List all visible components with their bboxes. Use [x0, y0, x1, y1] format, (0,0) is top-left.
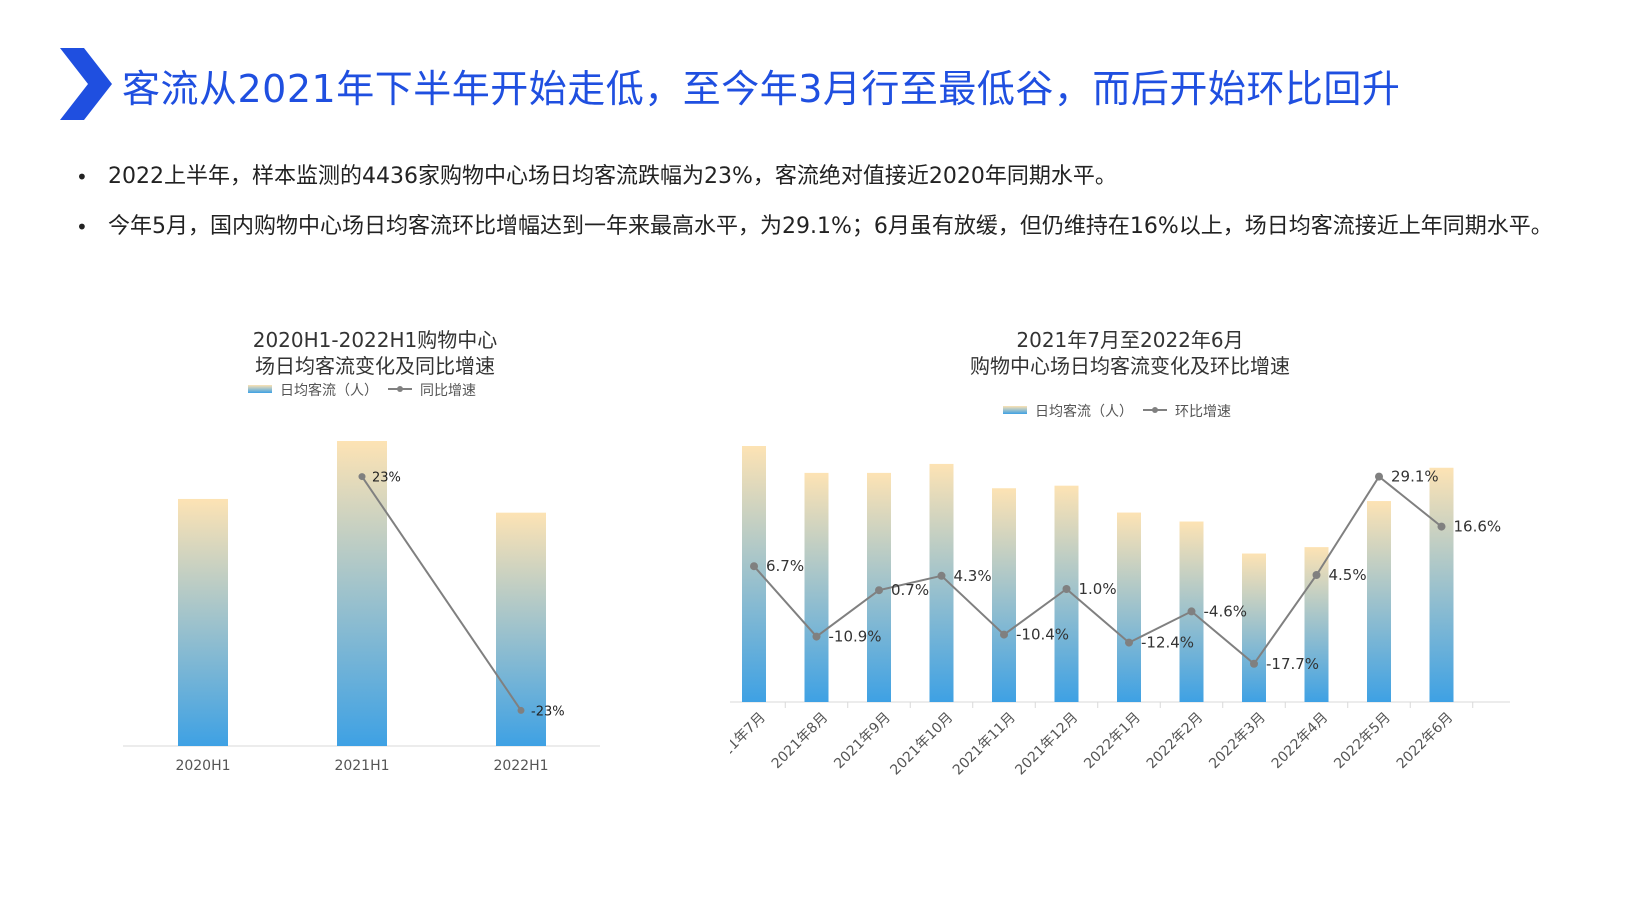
- x-tick-label: 2022年1月: [1081, 710, 1144, 773]
- growth-point: [1250, 659, 1258, 668]
- data-label: -12.4%: [1141, 634, 1194, 652]
- bar: [1242, 553, 1266, 702]
- growth-point: [812, 632, 821, 641]
- chart-title-line: 购物中心场日均客流变化及环比增速: [970, 354, 1290, 378]
- data-label: 29.1%: [1391, 468, 1439, 486]
- data-label: 16.6%: [1454, 518, 1502, 536]
- data-label: -10.9%: [829, 628, 882, 646]
- x-tick-label: 2022年3月: [1206, 710, 1269, 773]
- chart-title-line: 场日均客流变化及同比增速: [255, 354, 495, 378]
- bar: [1367, 501, 1391, 702]
- chart-yoy-traffic: 2020H1-2022H1购物中心 场日均客流变化及同比增速日均客流（人） 同比增速…: [115, 325, 655, 835]
- data-label: 23%: [372, 471, 401, 486]
- data-label: 1.0%: [1079, 580, 1117, 598]
- data-label: 4.5%: [1329, 566, 1367, 584]
- bullet-list: 2022上半年，样本监测的4436家购物中心场日均客流跌幅为23%，客流绝对值接…: [76, 152, 1596, 252]
- growth-line: [361, 476, 522, 711]
- bar: [178, 498, 228, 746]
- bullet-item: 今年5月，国内购物中心场日均客流环比增幅达到一年来最高水平，为29.1%；6月虽…: [76, 202, 1596, 252]
- legend-bar-swatch: [1003, 406, 1027, 414]
- legend-label-line: 环比增速: [1175, 404, 1231, 420]
- growth-point: [1125, 638, 1133, 647]
- data-label: -4.6%: [1204, 602, 1248, 620]
- legend-label-bar: 日均客流（人）: [280, 382, 378, 399]
- bar: [1054, 485, 1079, 702]
- legend-label-bar: 日均客流（人）: [1035, 403, 1133, 420]
- x-tick-label: 2022年2月: [1144, 710, 1207, 773]
- brand-chevron-logo: [60, 48, 112, 120]
- growth-point: [517, 706, 525, 714]
- data-label: 6.7%: [766, 557, 804, 575]
- growth-point: [1375, 472, 1383, 481]
- page-title: 客流从2021年下半年开始走低，至今年3月行至最低谷，而后开始环比回升: [122, 67, 1401, 111]
- x-tick-label: 2021年8月: [769, 710, 832, 773]
- growth-point: [1312, 571, 1321, 579]
- growth-point: [1000, 630, 1008, 639]
- data-label: -17.7%: [1266, 655, 1319, 673]
- legend-line-marker: [397, 386, 403, 392]
- legend-label-line: 同比增速: [420, 383, 476, 399]
- bullet-item: 2022上半年，样本监测的4436家购物中心场日均客流跌幅为23%，客流绝对值接…: [76, 152, 1596, 202]
- x-tick-label: 2021年12月: [1012, 710, 1081, 779]
- bar: [1117, 512, 1141, 702]
- x-tick-label: 2022H1: [493, 758, 548, 774]
- x-tick-label: 2021年11月: [950, 710, 1019, 779]
- x-tick-label: 2021年9月: [831, 710, 894, 773]
- bar: [742, 446, 766, 702]
- growth-point: [750, 562, 758, 571]
- x-tick-label: 2022年4月: [1269, 710, 1332, 773]
- growth-point: [1187, 607, 1196, 616]
- x-tick-label: 2021H1: [334, 758, 389, 774]
- x-tick-label: 2021年7月: [730, 710, 769, 773]
- chart-mom-traffic: 2021年7月至2022年6月 购物中心场日均客流变化及环比增速日均客流（人） 环比…: [730, 325, 1550, 865]
- data-label: -10.4%: [1016, 626, 1069, 644]
- growth-point: [937, 571, 946, 580]
- data-label: 0.7%: [891, 581, 929, 599]
- legend-line-marker: [1152, 407, 1158, 413]
- chart-title-line: 2021年7月至2022年6月: [1016, 328, 1243, 352]
- data-label: 4.3%: [954, 567, 992, 585]
- bar: [1304, 547, 1329, 702]
- x-tick-label: 2022年6月: [1394, 710, 1457, 773]
- bar: [804, 472, 829, 702]
- x-tick-label: 2020H1: [175, 758, 230, 774]
- x-tick-label: 2022年5月: [1331, 710, 1394, 773]
- growth-point: [358, 473, 366, 481]
- legend-bar-swatch: [248, 385, 272, 393]
- growth-point: [875, 586, 883, 595]
- growth-point: [1062, 585, 1071, 593]
- bar: [1429, 467, 1454, 702]
- data-label: -23%: [531, 704, 565, 719]
- growth-line: [753, 475, 1443, 666]
- chart-title-line: 2020H1-2022H1购物中心: [253, 328, 498, 352]
- bar: [992, 488, 1016, 702]
- x-tick-label: 2021年10月: [887, 710, 956, 779]
- bar: [337, 441, 387, 746]
- growth-point: [1437, 522, 1446, 531]
